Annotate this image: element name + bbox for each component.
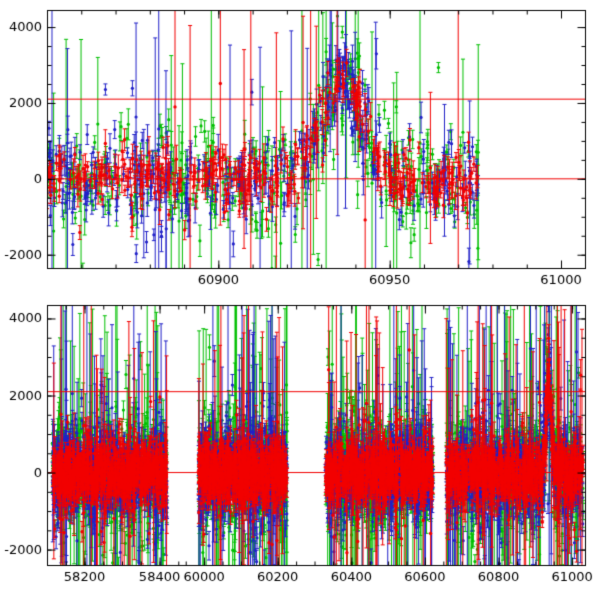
- light-curve-canvas: [0, 0, 600, 600]
- dual-panel-light-curve-figure: [0, 0, 600, 600]
